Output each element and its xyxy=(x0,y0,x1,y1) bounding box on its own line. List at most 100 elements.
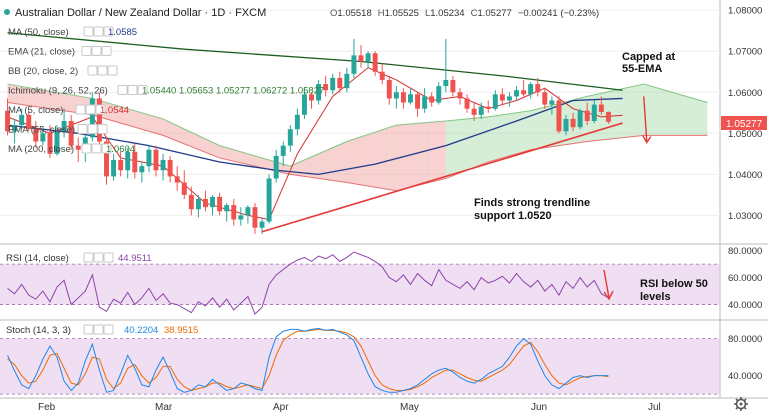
candle-body xyxy=(570,118,576,128)
trendline-layer xyxy=(261,96,652,233)
annotation-trendline-line2: support 1.0520 xyxy=(474,210,552,222)
cloud-segment xyxy=(262,157,270,170)
rsi-legend-label: RSI (14, close) xyxy=(6,253,69,264)
cloud-segment xyxy=(368,132,376,188)
eye-icon xyxy=(83,252,94,263)
stoch-k-line xyxy=(7,327,609,393)
cloud-segment xyxy=(544,105,552,148)
candle xyxy=(40,127,46,146)
candle xyxy=(167,155,173,183)
candle xyxy=(132,143,138,179)
candle-body xyxy=(457,92,463,99)
cloud-segment xyxy=(459,118,468,173)
rsi-tick-label: 60.0000 xyxy=(728,273,762,284)
candle xyxy=(415,92,421,117)
cloud-segment xyxy=(693,98,701,136)
candle xyxy=(506,92,512,107)
close-icon xyxy=(103,26,114,37)
candle-body xyxy=(245,207,251,216)
cloud-segment xyxy=(14,85,22,105)
candle-body xyxy=(12,125,18,132)
legend-name: MA (50, close) xyxy=(8,27,69,38)
candle xyxy=(408,88,413,105)
annotation-trendline: Finds strong trendline support 1.0520 xyxy=(474,197,590,222)
candle-body xyxy=(47,133,53,154)
candle xyxy=(351,38,357,78)
legend-name: Ichimoku (9, 26, 52, 26) xyxy=(8,86,108,97)
cloud-segment xyxy=(382,127,390,190)
candle xyxy=(450,75,456,97)
candle xyxy=(556,96,562,134)
cloud-segment xyxy=(64,93,72,112)
gear-icon xyxy=(87,124,98,134)
candle xyxy=(514,86,519,101)
cloud-segment xyxy=(474,117,482,168)
stoch-legend-buttons xyxy=(83,324,114,335)
annotation-trendline-line1: Finds strong trendline xyxy=(474,197,590,209)
candle-body xyxy=(174,176,180,183)
price-axis: 1.08000 1.07000 1.06000 1.05000 1.04000 1.030… xyxy=(728,6,762,222)
candle-body xyxy=(104,141,109,177)
cloud-segment xyxy=(148,114,156,134)
rsi-panel: 80.0000 60.0000 40.0000 RSI (14, close) 44.9… xyxy=(0,246,762,315)
candle-body xyxy=(68,121,74,146)
eye-icon xyxy=(77,124,88,134)
cloud-segment xyxy=(339,141,347,183)
stoch-d-value: 38.9515 xyxy=(164,325,198,336)
candle-body xyxy=(400,92,406,103)
legend-ma50: MA (50, close) 1.0585 xyxy=(8,26,137,38)
candle xyxy=(231,198,237,226)
candle-body xyxy=(167,159,173,177)
candle-body xyxy=(54,131,60,154)
candle xyxy=(457,88,463,105)
gear-icon[interactable] xyxy=(734,397,748,411)
candle-body xyxy=(231,205,237,220)
candle-body xyxy=(224,205,230,212)
candle xyxy=(344,67,350,93)
candle xyxy=(89,92,95,142)
cloud-segment xyxy=(28,87,36,107)
rsi-arrow-shaft xyxy=(603,269,610,299)
ohlc-label: L xyxy=(425,8,430,19)
candle-body xyxy=(217,196,223,212)
close-icon xyxy=(95,104,106,115)
cloud-segment xyxy=(311,153,319,179)
candle-body xyxy=(542,92,548,105)
candle-body xyxy=(415,94,421,109)
candle xyxy=(266,174,272,224)
candle xyxy=(323,75,329,97)
legend-ma5: MA (5, close) 1.0544 xyxy=(8,104,129,116)
candle xyxy=(386,75,392,105)
stoch-k-value: 40.2204 xyxy=(124,325,158,336)
candle-body xyxy=(5,110,11,132)
ohlc-label: C xyxy=(471,8,478,19)
candle xyxy=(217,192,223,216)
candle-body xyxy=(429,96,435,103)
candle-body xyxy=(238,215,244,220)
candle xyxy=(528,82,534,99)
candle xyxy=(181,170,187,199)
cloud-segment xyxy=(495,114,503,160)
cloud-segment xyxy=(375,129,383,189)
symbol-title[interactable]: Australian Dollar / New Zealand Dollar ·… xyxy=(15,7,266,19)
rsi-legend-value: 44.9511 xyxy=(118,253,152,264)
candle xyxy=(570,112,576,132)
legend-buttons xyxy=(81,143,112,154)
time-label: May xyxy=(400,402,419,413)
legend-buttons xyxy=(117,85,148,95)
legend-ma200: MA (200, close) 1.0604 xyxy=(8,143,135,155)
cloud-segment xyxy=(332,144,340,182)
ohlc-C: C1.05277 xyxy=(471,8,512,19)
candle xyxy=(443,38,449,93)
cloud-segment xyxy=(389,125,397,191)
candle xyxy=(125,147,131,179)
candle-body xyxy=(118,159,124,171)
candle xyxy=(422,88,428,113)
candle xyxy=(584,102,590,126)
candle-body xyxy=(521,90,527,95)
ohlc-readout: O1.05518 H1.05525 L1.05234 C1.05277 −0.00241… xyxy=(330,8,599,19)
cloud-segment xyxy=(247,153,255,167)
candle-body xyxy=(598,104,604,112)
